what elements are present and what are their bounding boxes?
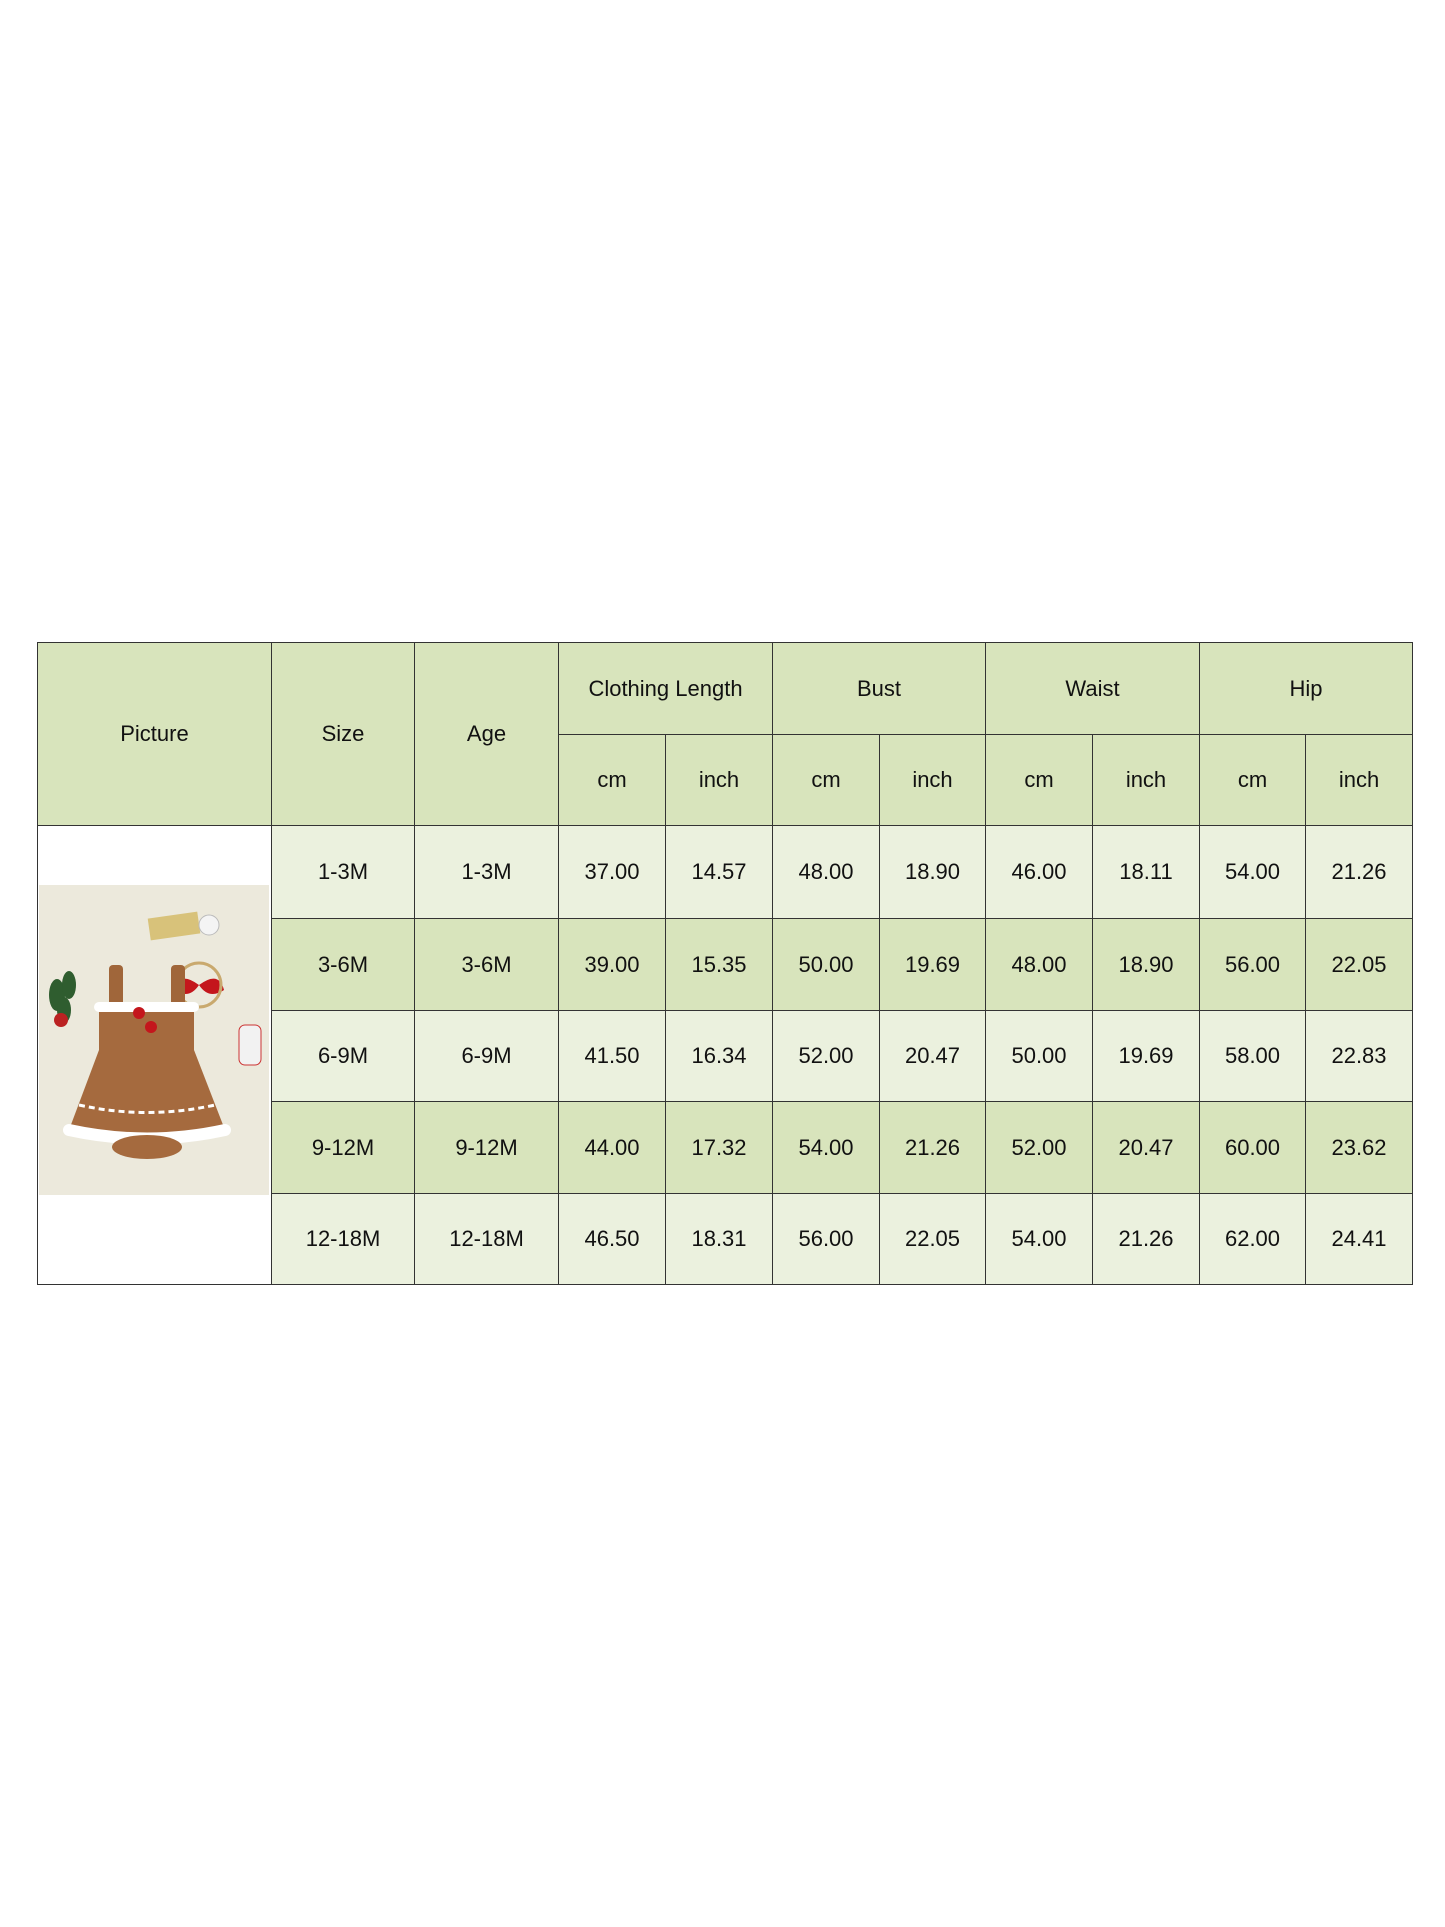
unit-header: inch: [879, 734, 986, 826]
value-cell: 18.90: [879, 825, 986, 919]
label-cell: 3-6M: [414, 918, 559, 1011]
data-row: 1-3M 1-3M 37.00 14.57 48.00 18.90 46.00 18.11 54…: [37, 825, 1414, 1285]
value-cell: 21.26: [1304, 825, 1414, 919]
label-cell: 1-3M: [414, 825, 559, 919]
value-cell: 52.00: [985, 1101, 1093, 1194]
header-cell: Size: [271, 642, 415, 826]
unit-header: cm: [558, 734, 666, 826]
value-cell: 54.00: [1199, 825, 1306, 919]
unit-header: inch: [1304, 734, 1414, 826]
value-cell: 22.05: [1304, 918, 1414, 1011]
group-header: Hip: [1198, 642, 1414, 735]
unit-row: cm inch cm inch cm inch cm inch: [38, 734, 1414, 826]
label-cell: 9-12M: [271, 1101, 415, 1194]
label-cell: 12-18M: [414, 1193, 559, 1285]
label-cell: 12-18M: [271, 1193, 415, 1285]
value-cell: 54.00: [772, 1101, 880, 1194]
value-cell: 16.34: [665, 1010, 773, 1102]
group-header: Waist: [985, 642, 1200, 735]
value-cell: 56.00: [772, 1193, 880, 1285]
header-row: Picture Size Age Clothing Length Bust Wa…: [37, 642, 1414, 826]
value-cell: 20.47: [1092, 1101, 1200, 1194]
value-cell: 41.50: [558, 1010, 666, 1102]
value-cell: 23.62: [1304, 1101, 1414, 1194]
value-cell: 46.50: [558, 1193, 666, 1285]
picture-cell: [37, 825, 272, 1285]
table-body: Picture Size Age Clothing Length Bust Wa…: [37, 642, 1414, 1285]
value-cell: 19.69: [1092, 1010, 1200, 1102]
value-cell: 24.41: [1304, 1193, 1414, 1285]
value-cell: 58.00: [1199, 1010, 1306, 1102]
unit-header: cm: [1199, 734, 1306, 826]
unit-header: cm: [772, 734, 880, 826]
label-cell: 9-12M: [414, 1101, 559, 1194]
value-cell: 22.05: [879, 1193, 986, 1285]
value-cell: 50.00: [772, 918, 880, 1011]
value-cell: 54.00: [985, 1193, 1093, 1285]
data-row: 12-18M 12-18M 46.50 18.31 56.00 22.05 54.00 21.…: [38, 1193, 1414, 1285]
product-image: [39, 885, 269, 1195]
value-cell: 18.31: [665, 1193, 773, 1285]
data-row: 6-9M 6-9M 41.50 16.34 52.00 20.47 50.00 19.69 58…: [38, 1010, 1414, 1102]
value-cell: 39.00: [558, 918, 666, 1011]
header-cell: Age: [414, 642, 559, 826]
value-cell: 15.35: [665, 918, 773, 1011]
label-cell: 1-3M: [271, 825, 415, 919]
value-cell: 17.32: [665, 1101, 773, 1194]
unit-header: cm: [985, 734, 1093, 826]
unit-header: inch: [665, 734, 773, 826]
value-cell: 14.57: [665, 825, 773, 919]
value-cell: 62.00: [1199, 1193, 1306, 1285]
value-cell: 48.00: [985, 918, 1093, 1011]
value-cell: 18.90: [1092, 918, 1200, 1011]
group-header: Clothing Length: [558, 642, 773, 735]
value-cell: 52.00: [772, 1010, 880, 1102]
label-cell: 6-9M: [271, 1010, 415, 1102]
data-row: 3-6M 3-6M 39.00 15.35 50.00 19.69 48.00 18.90 56…: [38, 918, 1414, 1011]
value-cell: 60.00: [1199, 1101, 1306, 1194]
group-header: Bust: [772, 642, 986, 735]
value-cell: 21.26: [1092, 1193, 1200, 1285]
value-cell: 21.26: [879, 1101, 986, 1194]
value-cell: 44.00: [558, 1101, 666, 1194]
unit-header: inch: [1092, 734, 1200, 826]
header-cell: Picture: [37, 642, 272, 826]
value-cell: 56.00: [1199, 918, 1306, 1011]
size-table: Picture Size Age Clothing Length Bust Wa…: [37, 642, 1414, 1285]
value-cell: 50.00: [985, 1010, 1093, 1102]
value-cell: 37.00: [558, 825, 666, 919]
value-cell: 20.47: [879, 1010, 986, 1102]
value-cell: 48.00: [772, 825, 880, 919]
label-cell: 6-9M: [414, 1010, 559, 1102]
value-cell: 19.69: [879, 918, 986, 1011]
value-cell: 18.11: [1092, 825, 1200, 919]
value-cell: 22.83: [1304, 1010, 1414, 1102]
data-row: 9-12M 9-12M 44.00 17.32 54.00 21.26 52.00 20.47…: [38, 1101, 1414, 1194]
label-cell: 3-6M: [271, 918, 415, 1011]
value-cell: 46.00: [985, 825, 1093, 919]
